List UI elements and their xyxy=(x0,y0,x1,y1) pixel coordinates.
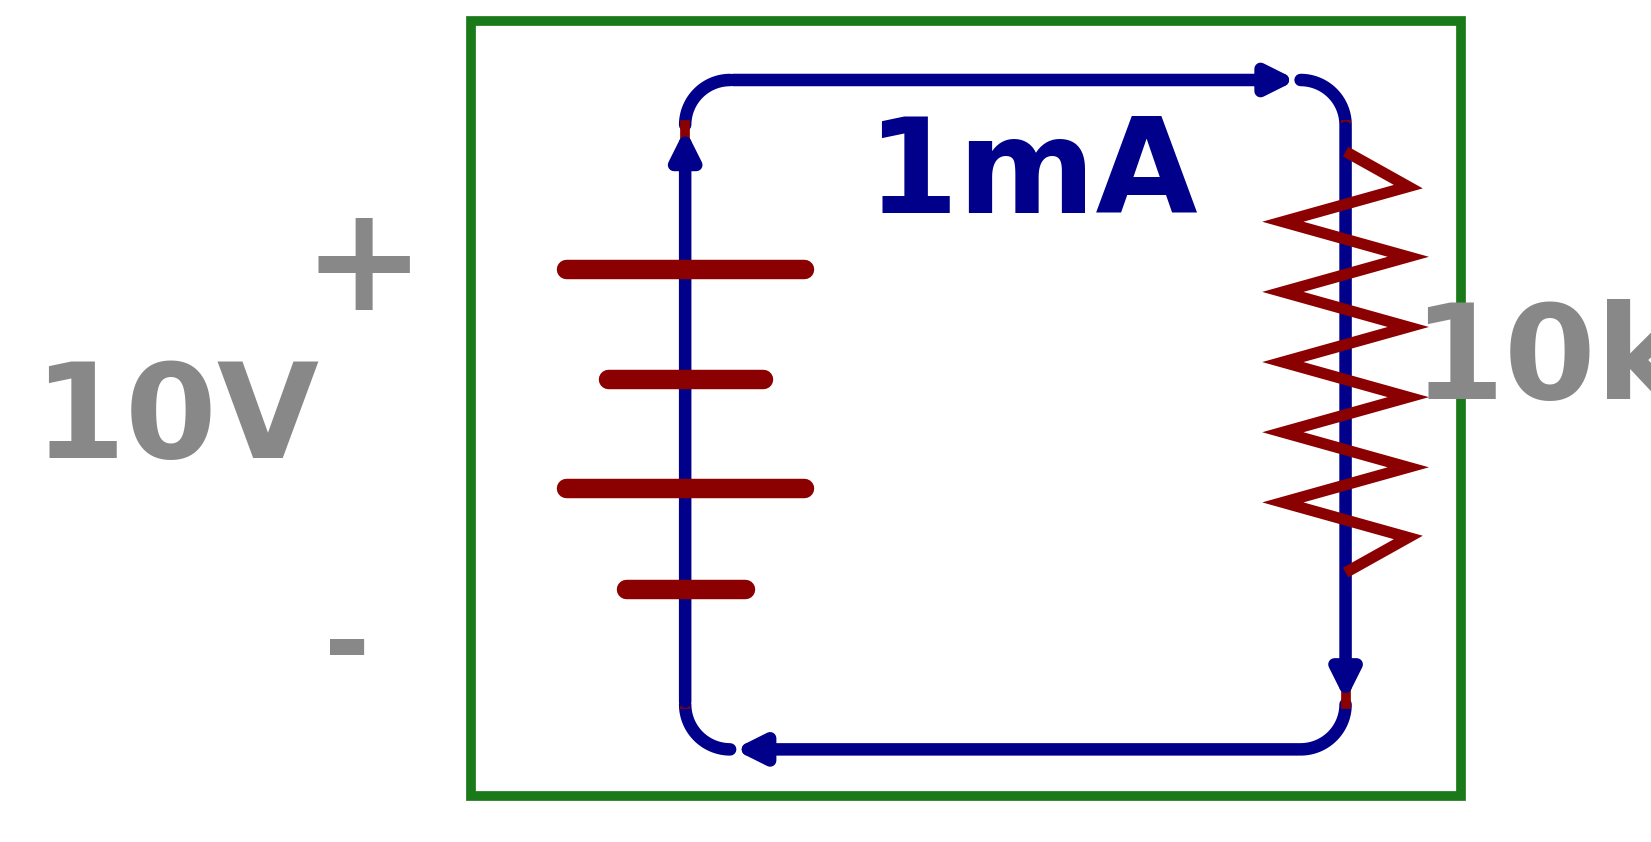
Text: 10V: 10V xyxy=(33,358,319,484)
Text: 1mA: 1mA xyxy=(867,114,1197,240)
Text: +: + xyxy=(302,199,424,340)
Text: 10kΩ: 10kΩ xyxy=(1412,299,1651,425)
Text: -: - xyxy=(324,594,370,702)
